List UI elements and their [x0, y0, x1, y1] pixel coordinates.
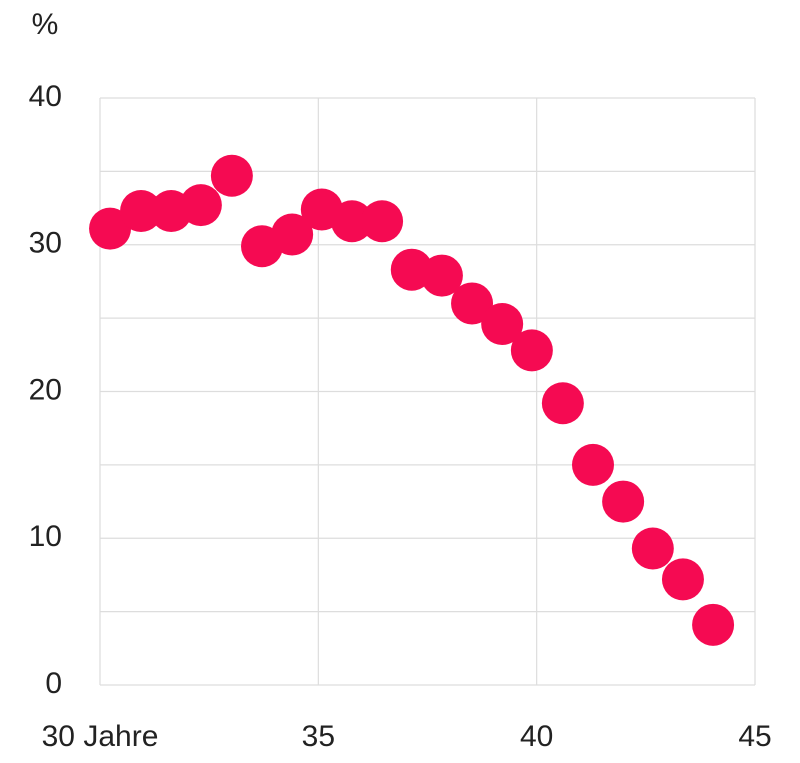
point	[420, 254, 463, 297]
y-tick-label: 30	[29, 227, 62, 260]
point	[692, 603, 735, 646]
x-tick-label: 40	[520, 720, 553, 753]
point	[179, 184, 222, 227]
y-tick-label: 0	[45, 667, 62, 700]
point	[271, 213, 314, 256]
point	[330, 200, 373, 243]
point	[210, 154, 253, 197]
point	[661, 558, 704, 601]
x-tick-label: 45	[738, 720, 771, 753]
point	[481, 302, 524, 345]
x-tick-label: 35	[302, 720, 335, 753]
point	[631, 527, 674, 570]
point	[541, 382, 584, 425]
y-tick-label: 10	[29, 520, 62, 553]
point	[510, 329, 553, 372]
point	[571, 443, 614, 486]
y-unit: %	[32, 8, 59, 41]
point	[89, 207, 132, 250]
point	[602, 480, 645, 523]
point	[361, 200, 404, 243]
point	[120, 189, 163, 232]
y-tick-label: 40	[29, 80, 62, 113]
y-tick-label: 20	[29, 373, 62, 406]
x-tick-label: 30 Jahre	[42, 720, 159, 753]
point	[451, 282, 494, 325]
